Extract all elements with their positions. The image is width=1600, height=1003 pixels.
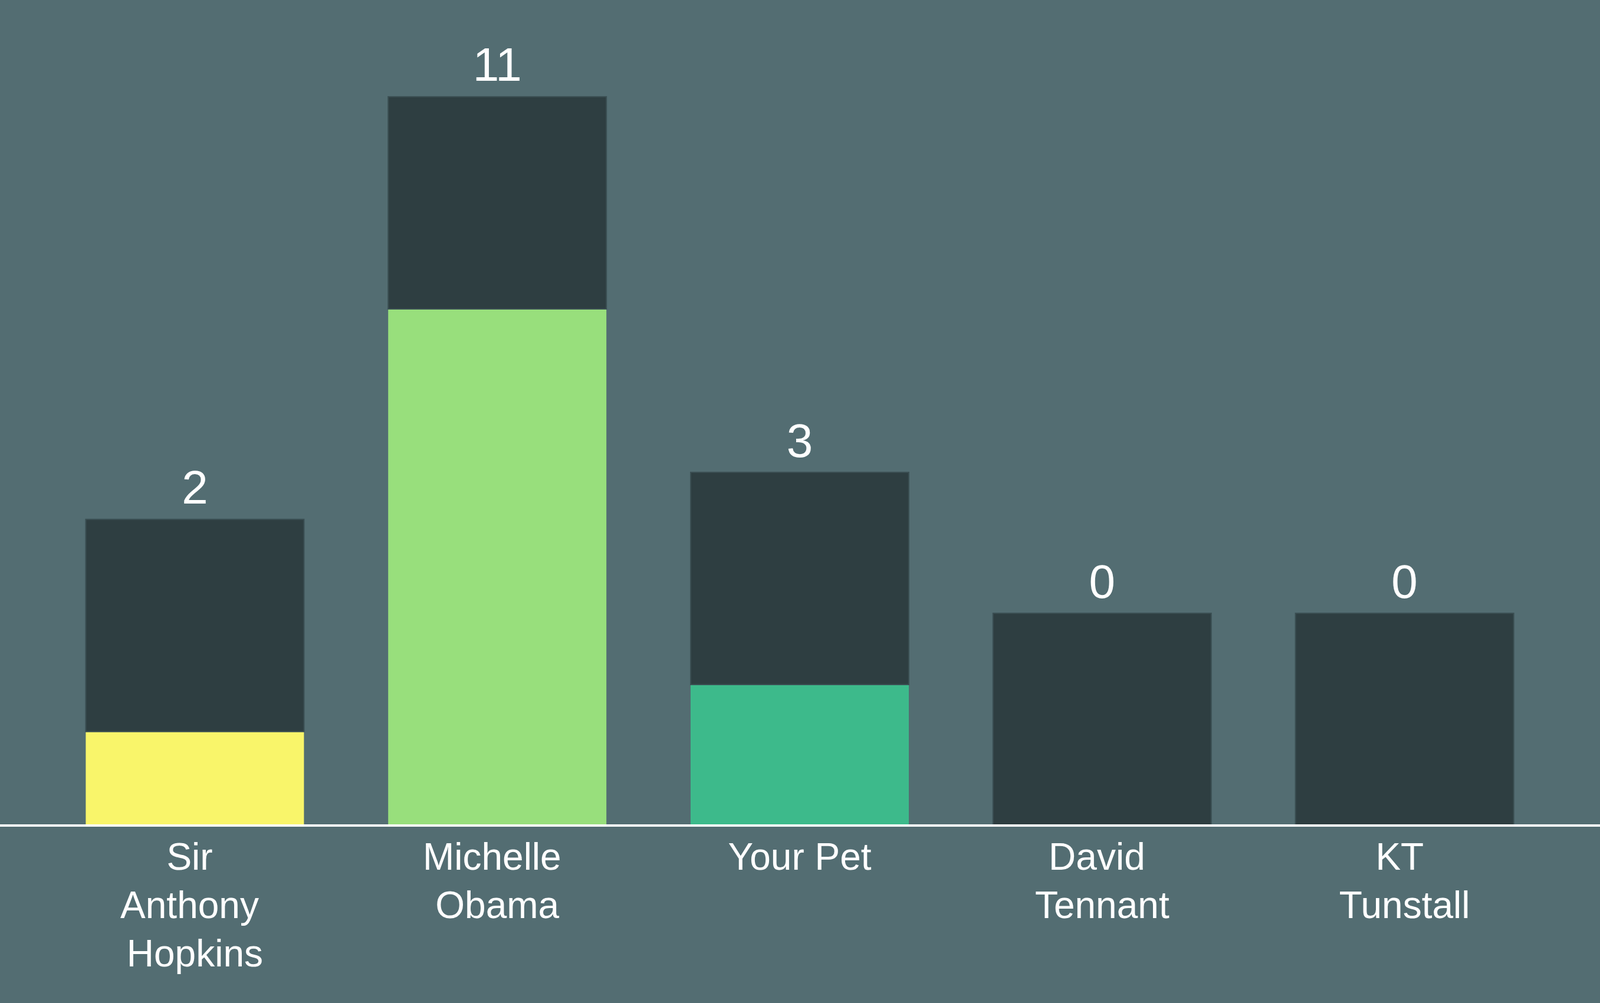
svg-text:2: 2	[181, 461, 209, 514]
svg-text:Tennant: Tennant	[1035, 884, 1170, 927]
svg-text:Your Pet: Your Pet	[727, 835, 872, 879]
svg-text:11: 11	[472, 38, 522, 91]
svg-text:Obama: Obama	[435, 884, 560, 927]
svg-text:Anthony: Anthony	[120, 884, 270, 927]
svg-text:Hopkins: Hopkins	[126, 932, 264, 975]
svg-text:Michelle: Michelle	[422, 835, 573, 879]
svg-text:Sir: Sir	[166, 835, 223, 879]
svg-text:3: 3	[786, 414, 814, 468]
svg-text:KT: KT	[1375, 835, 1434, 879]
svg-text:David: David	[1048, 835, 1156, 879]
svg-text:0: 0	[1089, 555, 1116, 609]
svg-text:Tunstall: Tunstall	[1339, 884, 1471, 927]
svg-text:0: 0	[1391, 555, 1418, 609]
